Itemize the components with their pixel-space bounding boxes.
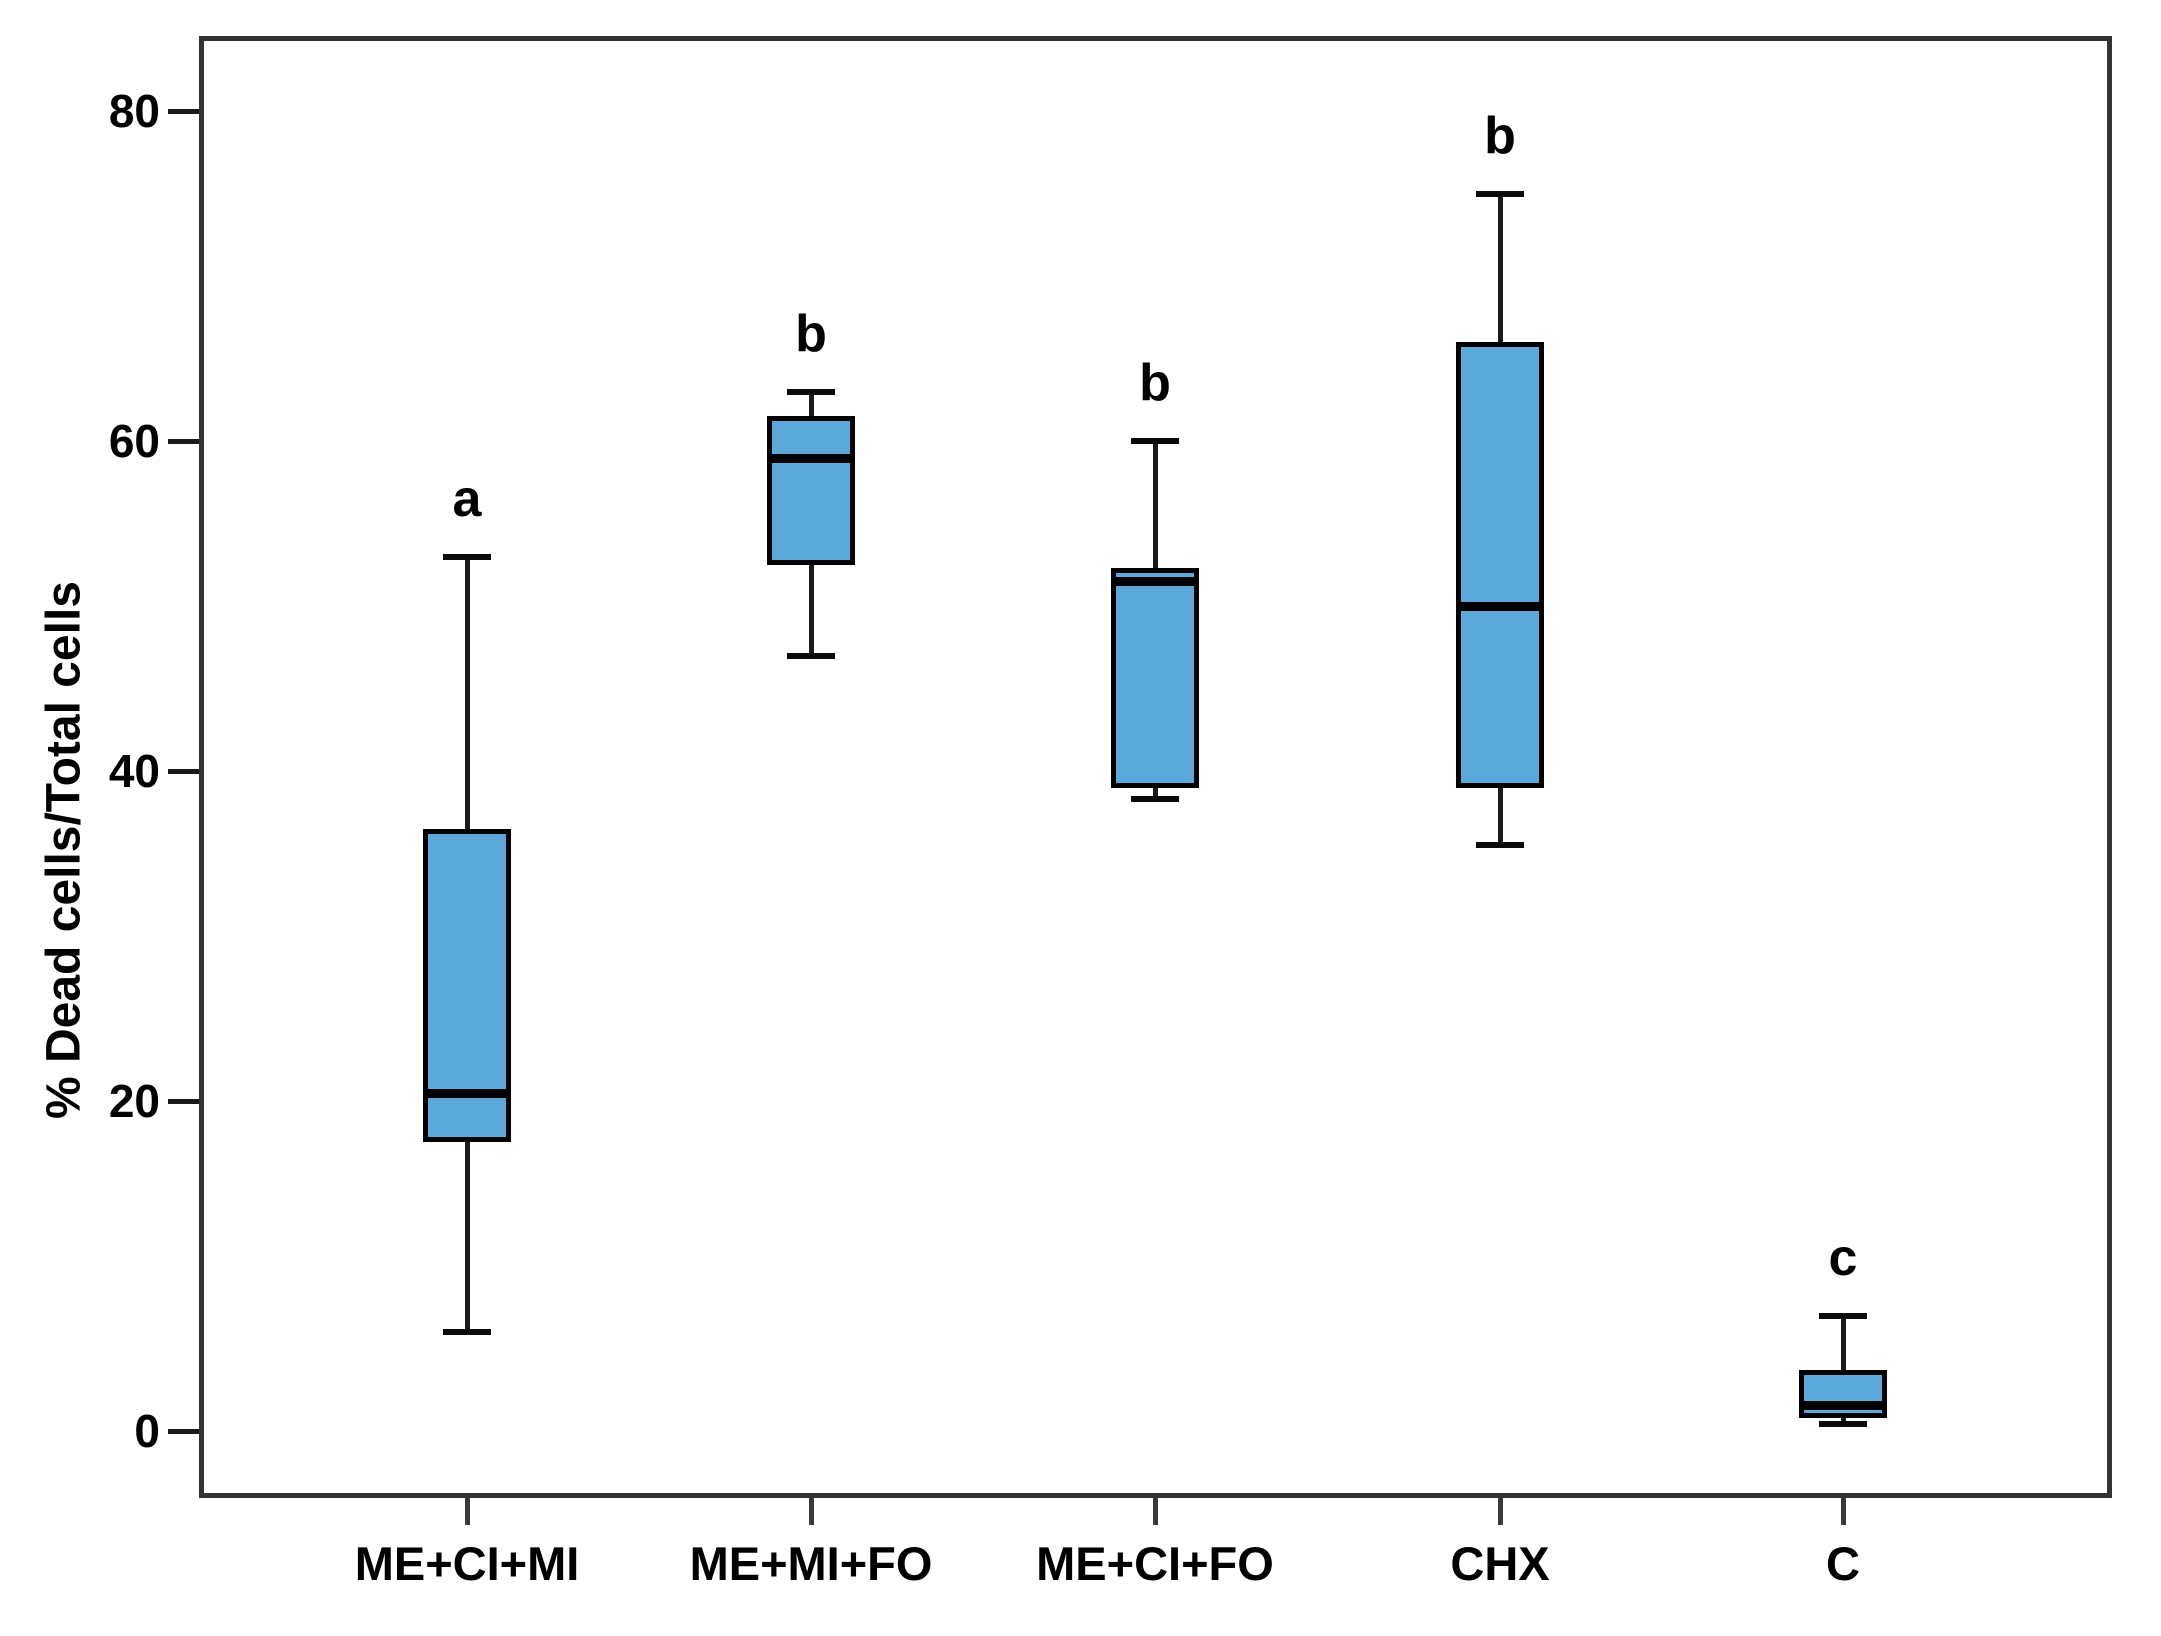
box-whisker-cap-upper: [787, 389, 835, 395]
box-median-line: [423, 1089, 511, 1098]
x-tick-label: ME+CI+MI: [354, 1537, 580, 1590]
box-whisker-cap-upper: [443, 554, 491, 560]
x-tick-label: CHX: [1450, 1537, 1550, 1590]
significance-letter: b: [1139, 354, 1171, 412]
box-body: [1799, 1370, 1887, 1418]
y-axis-title: % Dead cells/Total cells: [37, 580, 91, 1120]
box-whisker-cap-lower: [1476, 842, 1524, 848]
box-whisker-cap-upper: [1131, 438, 1179, 444]
x-tick-label: ME+MI+FO: [689, 1537, 933, 1590]
x-axis-tick: [1498, 1498, 1503, 1525]
box-median-line: [767, 454, 855, 463]
box-body: [1111, 568, 1199, 788]
box-whisker-cap-lower: [443, 1329, 491, 1335]
x-tick-label: C: [1826, 1537, 1860, 1590]
box-whisker-cap-lower: [787, 653, 835, 659]
x-axis-tick: [465, 1498, 470, 1525]
box-whisker-cap-lower: [1819, 1421, 1867, 1427]
x-axis-tick: [1841, 1498, 1846, 1525]
y-tick-label: 0: [134, 1405, 160, 1457]
y-axis-tick: [168, 1099, 199, 1104]
y-axis-tick: [168, 769, 199, 774]
significance-letter: b: [795, 305, 827, 363]
box-median-line: [1456, 602, 1544, 611]
significance-letter: b: [1484, 107, 1516, 165]
box-median-line: [1111, 577, 1199, 586]
box-body: [1456, 342, 1544, 788]
y-tick-label: 40: [108, 745, 160, 797]
box-whisker-cap-upper: [1476, 191, 1524, 197]
box-whisker-cap-lower: [1131, 796, 1179, 802]
y-axis-tick: [168, 439, 199, 444]
y-tick-label: 20: [108, 1075, 160, 1127]
box-whisker-cap-upper: [1819, 1313, 1867, 1319]
y-tick-label: 60: [108, 415, 160, 467]
y-axis-tick: [168, 1429, 199, 1434]
x-axis-tick: [1153, 1498, 1158, 1525]
box-body: [767, 416, 855, 565]
significance-letter: c: [1828, 1229, 1858, 1287]
y-axis-tick: [168, 109, 199, 114]
box-median-line: [1799, 1401, 1887, 1410]
x-tick-label: ME+CI+FO: [1036, 1537, 1274, 1590]
significance-letter: a: [452, 470, 482, 528]
x-axis-tick: [809, 1498, 814, 1525]
y-tick-label: 80: [108, 85, 160, 137]
